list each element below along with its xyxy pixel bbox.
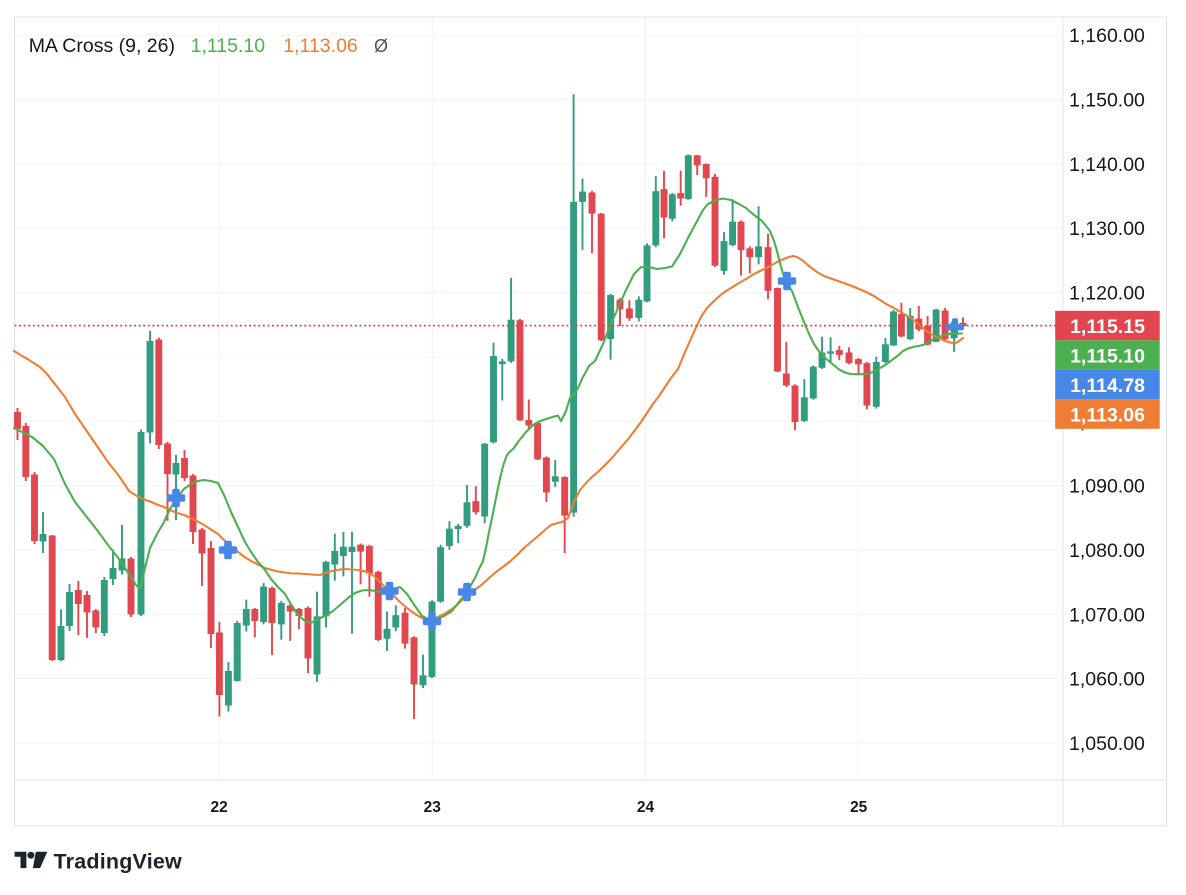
svg-text:1,140.00: 1,140.00 (1069, 154, 1145, 176)
svg-text:1,120.00: 1,120.00 (1069, 283, 1145, 305)
svg-text:1,060.00: 1,060.00 (1069, 669, 1145, 691)
svg-text:1,115.10: 1,115.10 (1070, 345, 1145, 367)
svg-text:TradingView: TradingView (54, 850, 183, 874)
svg-text:1,090.00: 1,090.00 (1069, 476, 1145, 498)
svg-text:1,113.06: 1,113.06 (283, 35, 357, 57)
svg-text:1,113.06: 1,113.06 (1070, 404, 1145, 426)
svg-text:1,115.10: 1,115.10 (191, 35, 266, 57)
svg-text:25: 25 (850, 799, 868, 816)
svg-text:MA Cross (9, 26): MA Cross (9, 26) (29, 35, 175, 57)
svg-text:23: 23 (424, 799, 442, 816)
svg-text:24: 24 (637, 799, 655, 816)
svg-text:1,115.15: 1,115.15 (1070, 316, 1145, 338)
svg-text:1,160.00: 1,160.00 (1069, 25, 1145, 47)
svg-text:1,080.00: 1,080.00 (1069, 540, 1145, 562)
svg-text:1,114.78: 1,114.78 (1070, 375, 1145, 397)
svg-text:Ø: Ø (374, 36, 388, 56)
svg-text:1,130.00: 1,130.00 (1069, 218, 1145, 240)
svg-text:1,150.00: 1,150.00 (1069, 90, 1145, 112)
svg-text:22: 22 (210, 799, 227, 816)
svg-text:1,070.00: 1,070.00 (1069, 604, 1145, 626)
svg-text:1,050.00: 1,050.00 (1069, 733, 1145, 755)
